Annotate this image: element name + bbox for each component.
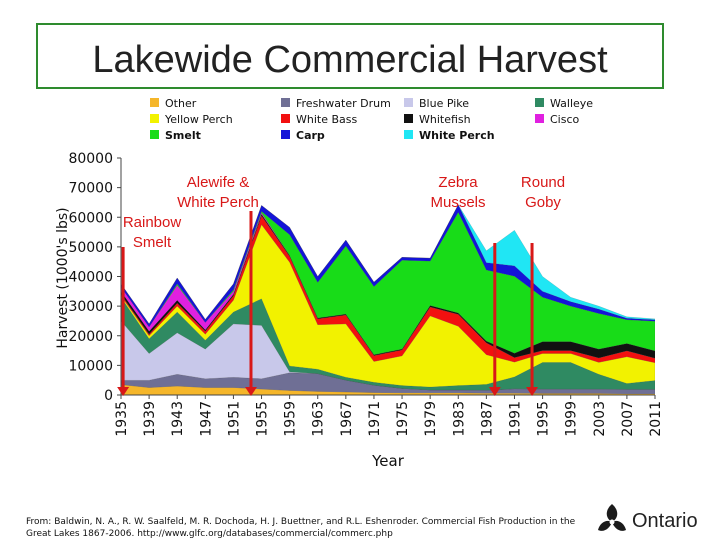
y-tick-label: 60000 bbox=[68, 210, 113, 226]
y-axis: 0 10000 20000 30000 40000 50000 60000 70000 8000… bbox=[68, 151, 122, 404]
x-tick-label: 1979 bbox=[423, 401, 439, 437]
annotations: Alewife & White Perch Rainbow Smelt Zebra Mus… bbox=[117, 174, 565, 396]
x-tick-label: 2007 bbox=[620, 401, 636, 437]
x-tick-label: 2003 bbox=[592, 401, 608, 437]
legend-label-white-bass: White Bass bbox=[296, 113, 357, 126]
annotation-zebra-mussels-line1: Zebra bbox=[438, 174, 478, 191]
legend-label-whitefish: Whitefish bbox=[419, 113, 471, 126]
legend-label-walleye: Walleye bbox=[550, 97, 593, 110]
legend-label-carp: Carp bbox=[296, 129, 325, 142]
x-tick-label: 1991 bbox=[507, 401, 523, 437]
area-white-perch bbox=[121, 204, 655, 325]
legend-label-smelt: Smelt bbox=[165, 129, 201, 142]
source-citation: From: Baldwin, N. A., R. W. Saalfeld, M.… bbox=[26, 516, 596, 540]
legend-swatch-other bbox=[150, 98, 159, 107]
y-axis-label: Harvest (1000's lbs) bbox=[55, 207, 71, 348]
area-carp bbox=[121, 204, 655, 328]
legend-swatch-white-perch bbox=[404, 130, 413, 139]
legend-swatch-whitefish bbox=[404, 114, 413, 123]
ontario-wordmark: Ontario bbox=[632, 510, 698, 532]
legend-label-white-perch: White Perch bbox=[419, 129, 495, 142]
x-tick-label: 1955 bbox=[255, 401, 271, 437]
source-line-2: Great Lakes 1867-2006. http://www.glfc.o… bbox=[26, 529, 393, 539]
arrow-head-alewife-white-perch bbox=[244, 387, 257, 396]
annotation-round-goby-line2: Goby bbox=[525, 194, 561, 211]
annotation-alewife-white-perch-line2: White Perch bbox=[177, 194, 259, 211]
y-tick-label: 10000 bbox=[68, 358, 113, 374]
y-tick-label: 40000 bbox=[68, 270, 113, 286]
x-tick-label: 1947 bbox=[198, 401, 214, 437]
annotation-alewife-white-perch-line1: Alewife & bbox=[187, 174, 250, 191]
stacked-areas bbox=[121, 204, 655, 395]
legend-swatch-yellow-perch bbox=[150, 114, 159, 123]
x-tick-label: 1963 bbox=[311, 401, 327, 437]
y-tick-label: 20000 bbox=[68, 329, 113, 345]
arrow-head-rainbow-smelt bbox=[117, 387, 130, 396]
x-tick-label: 1939 bbox=[142, 401, 158, 437]
y-tick-label: 70000 bbox=[68, 181, 113, 197]
legend-swatch-walleye bbox=[535, 98, 544, 107]
x-tick-label: 1987 bbox=[479, 401, 495, 437]
title-box: Lakewide Commercial Harvest bbox=[36, 23, 664, 89]
x-tick-label: 1971 bbox=[367, 401, 383, 437]
arrow-head-round-goby bbox=[526, 387, 539, 396]
legend-swatch-cisco bbox=[535, 114, 544, 123]
x-axis: 1935 1939 1943 1947 1951 1955 1959 1963 1967 1971… bbox=[114, 394, 664, 437]
source-line-1: From: Baldwin, N. A., R. W. Saalfeld, M.… bbox=[26, 517, 576, 527]
annotation-rainbow-smelt-line2: Smelt bbox=[133, 234, 172, 251]
y-tick-label: 80000 bbox=[68, 151, 113, 167]
legend: Other Freshwater Drum Blue Pike Walleye Yell… bbox=[150, 97, 593, 142]
legend-swatch-white-bass bbox=[281, 114, 290, 123]
x-tick-label: 1995 bbox=[536, 401, 552, 437]
x-tick-label: 1967 bbox=[339, 401, 355, 437]
y-tick-label: 30000 bbox=[68, 299, 113, 315]
x-tick-label: 1999 bbox=[564, 401, 580, 437]
area-smelt bbox=[121, 211, 655, 355]
annotation-zebra-mussels-line2: Mussels bbox=[430, 194, 485, 211]
arrow-head-zebra-mussels bbox=[488, 387, 501, 396]
y-tick-label: 0 bbox=[104, 388, 113, 404]
legend-label-yellow-perch: Yellow Perch bbox=[164, 113, 233, 126]
x-tick-label: 1959 bbox=[283, 401, 299, 437]
harvest-chart: Other Freshwater Drum Blue Pike Walleye Yell… bbox=[55, 97, 664, 470]
x-tick-label: 1951 bbox=[226, 401, 242, 437]
annotation-rainbow-smelt-line1: Rainbow bbox=[123, 214, 182, 231]
legend-label-cisco: Cisco bbox=[550, 113, 580, 126]
annotation-round-goby-line1: Round bbox=[521, 174, 565, 191]
x-tick-label: 2011 bbox=[648, 401, 664, 437]
x-tick-label: 1935 bbox=[114, 401, 130, 437]
legend-swatch-blue-pike bbox=[404, 98, 413, 107]
legend-swatch-smelt bbox=[150, 130, 159, 139]
x-axis-label: Year bbox=[371, 452, 405, 470]
x-tick-label: 1983 bbox=[451, 401, 467, 437]
trillium-icon bbox=[598, 504, 626, 531]
area-walleye bbox=[121, 296, 655, 391]
y-tick-label: 50000 bbox=[68, 240, 113, 256]
slide-title: Lakewide Commercial Harvest bbox=[92, 39, 608, 81]
legend-label-blue-pike: Blue Pike bbox=[419, 97, 469, 110]
legend-label-other: Other bbox=[165, 97, 197, 110]
x-tick-label: 1943 bbox=[170, 401, 186, 437]
legend-label-freshwater-drum: Freshwater Drum bbox=[296, 97, 391, 110]
legend-swatch-carp bbox=[281, 130, 290, 139]
x-tick-label: 1975 bbox=[395, 401, 411, 437]
legend-swatch-freshwater-drum bbox=[281, 98, 290, 107]
ontario-logo: Ontario bbox=[592, 500, 716, 540]
